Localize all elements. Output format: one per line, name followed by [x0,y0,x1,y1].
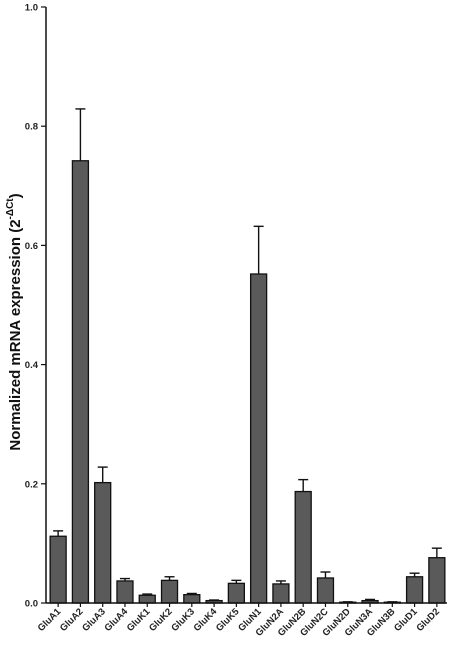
x-tick-label: GluD1 [392,606,420,634]
x-axis: GluA1GluA2GluA3GluA4GluK1GluK2GluK3GluK4… [36,602,447,639]
bar-glun2a [272,583,290,604]
bar-gluk2 [160,579,179,604]
y-tick-label: 0.2 [25,479,38,490]
bar-glud2 [428,557,446,604]
bar-glud1 [405,576,424,604]
bar-glua3 [94,481,112,604]
bar-glun1 [249,273,268,604]
bar-gluk1 [138,594,156,604]
bar-glun2b [294,490,312,604]
x-tick-label: GluK1 [125,606,153,634]
y-tick-label: 0.4 [25,360,39,371]
y-tick-label: 0.6 [25,241,38,252]
x-tick-label: GluA1 [36,606,64,634]
y-tick-label: 0.0 [25,599,38,610]
bar-glun2c [316,577,335,604]
bar-gluk5 [227,582,246,604]
bar-gluk3 [183,594,201,604]
x-tick-label: GluA4 [103,606,131,634]
x-tick-label: GluK3 [169,606,197,634]
y-tick-label: 0.8 [25,122,38,133]
y-axis-title: Normalized mRNA expression (2-ΔCt) [5,193,24,450]
bar-glua2 [71,160,90,604]
x-tick-label: GluK5 [214,606,242,634]
bar-glua4 [116,580,134,604]
y-tick-label: 1.0 [25,3,38,14]
x-tick-label: GluK2 [147,606,175,634]
bar-glua1 [49,535,67,604]
bars [49,108,446,604]
x-tick-label: GluA3 [80,606,108,634]
x-tick-label: GluD2 [414,606,442,634]
x-tick-label: GluK4 [192,606,220,634]
x-tick-label: GluA2 [58,606,86,634]
y-axis: 0.0 0.2 0.4 0.6 0.8 1.0 [25,3,47,610]
